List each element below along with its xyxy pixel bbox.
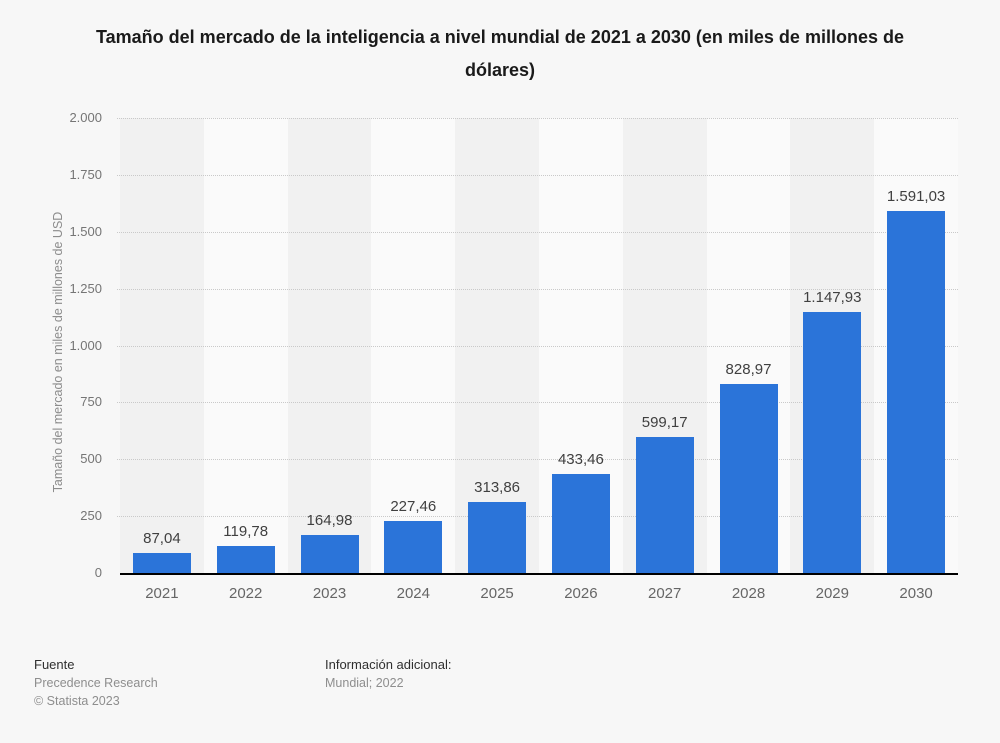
gridline-250 <box>117 516 958 518</box>
bar-2029 <box>803 312 862 573</box>
bar-value-label-2025: 313,86 <box>474 479 521 496</box>
chart-title: Tamaño del mercado de la inteligencia a … <box>96 27 904 80</box>
y-tick-label-750: 750 <box>80 394 102 410</box>
y-tick-label-1250: 1.250 <box>69 280 102 296</box>
x-axis-label-2029: 2029 <box>815 585 849 602</box>
gridline-500 <box>117 459 958 461</box>
bar-2025 <box>468 502 527 573</box>
bar-2023 <box>300 535 359 573</box>
bar-value-label-2024: 227,46 <box>390 498 437 515</box>
y-tick-label-1750: 1.750 <box>69 166 102 182</box>
bar-value-label-2026: 433,46 <box>557 451 604 468</box>
additional-info-heading: Información adicional: <box>325 657 452 672</box>
x-axis-label-2022: 2022 <box>229 585 263 602</box>
bar-value-label-2027: 599,17 <box>641 414 688 431</box>
y-tick-label-1500: 1.500 <box>69 223 102 239</box>
bar-value-label-2028: 828,97 <box>725 361 772 378</box>
gridline-1250 <box>117 288 958 290</box>
x-axis-label-2027: 2027 <box>648 585 682 602</box>
bar-value-label-2021: 87,04 <box>143 530 181 547</box>
y-tick-label-500: 500 <box>80 451 102 467</box>
additional-info-block: Información adicional: Mundial; 2022 <box>325 656 451 692</box>
y-tick-label-250: 250 <box>80 508 102 524</box>
x-axis-label-2023: 2023 <box>312 585 347 602</box>
y-tick-label-2000: 2.000 <box>69 110 102 125</box>
source-heading: Fuente <box>34 657 75 672</box>
gridline-1750 <box>117 174 958 176</box>
x-axis-label-2028: 2028 <box>731 585 766 602</box>
y-tick-label-0: 0 <box>94 565 102 580</box>
bar-value-label-2023: 164,98 <box>306 512 353 529</box>
bar-2028 <box>719 384 778 573</box>
gridline-750 <box>117 402 958 404</box>
additional-info-value: Mundial; 2022 <box>325 676 404 690</box>
bar-2022 <box>216 546 275 573</box>
x-axis-label-2024: 2024 <box>396 585 430 602</box>
y-tick-label-1000: 1.000 <box>69 337 102 353</box>
bar-2021 <box>132 553 191 573</box>
bar-2027 <box>635 437 694 573</box>
source-block: Fuente Precedence Research © Statista 20… <box>34 656 158 710</box>
bar-2026 <box>551 474 610 573</box>
gridline-2000 <box>117 118 958 119</box>
x-axis-label-2030: 2030 <box>899 585 933 602</box>
source-name: Precedence Research <box>34 676 158 690</box>
bar-value-label-2029: 1.147,93 <box>803 289 862 306</box>
plot-area: 87,04 119,78 164,98 227,46 313,86 433,46 599,1… <box>117 118 958 575</box>
bar-value-label-2030: 1.591,03 <box>886 188 946 205</box>
x-axis-label-2025: 2025 <box>480 585 514 602</box>
gridline-1500 <box>117 231 958 233</box>
x-axis-label-2026: 2026 <box>564 585 598 602</box>
copyright-label: © Statista 2023 <box>34 694 120 708</box>
bar-2030 <box>887 211 946 573</box>
bar-2024 <box>384 521 443 573</box>
x-axis-label-2021: 2021 <box>145 585 179 602</box>
gridline-1000 <box>117 345 958 347</box>
bar-value-label-2022: 119,78 <box>223 523 269 540</box>
